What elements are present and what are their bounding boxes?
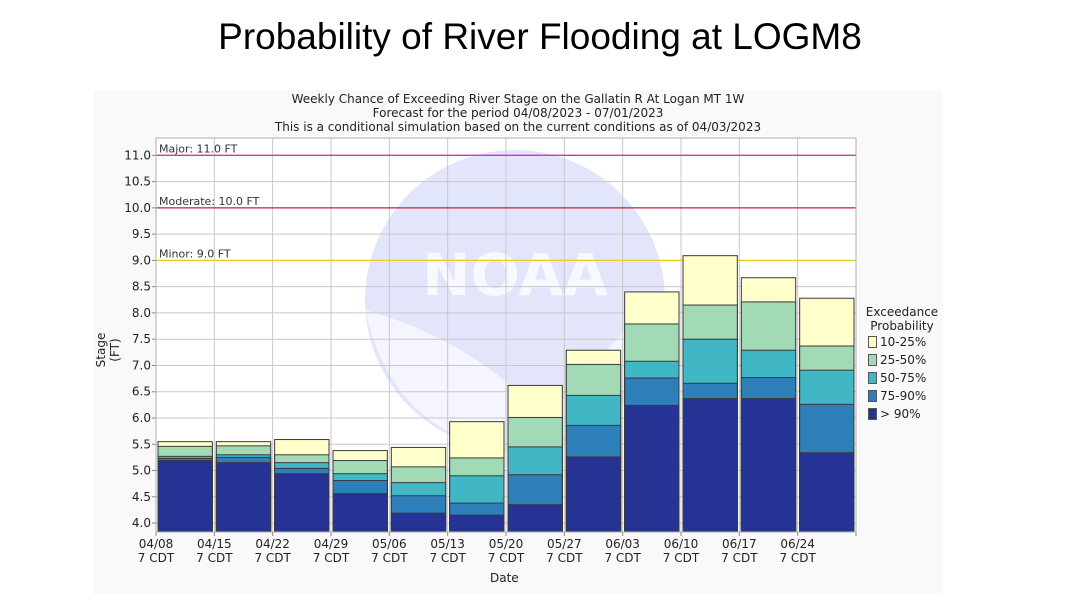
- x-tick-label-time: 7 CDT: [196, 551, 233, 565]
- x-tick-label-date: 06/03: [605, 537, 640, 551]
- legend-item: 25-50%: [868, 351, 942, 369]
- threshold-label: Moderate: 10.0 FT: [159, 195, 260, 208]
- legend-swatch: [868, 408, 877, 420]
- bar-segment: [507, 504, 563, 533]
- bar-segment: [682, 398, 738, 533]
- legend-item: 10-25%: [868, 333, 942, 351]
- y-tick-label: 10.5: [124, 175, 151, 189]
- x-tick-label-time: 7 CDT: [721, 551, 758, 565]
- x-tick-label-date: 04/29: [314, 537, 349, 551]
- legend-label: 25-50%: [880, 353, 927, 367]
- bar-segment: [740, 398, 797, 533]
- bar-segment: [274, 473, 330, 533]
- threshold-label: Major: 11.0 FT: [159, 142, 238, 155]
- x-tick-label-time: 7 CDT: [254, 551, 291, 565]
- x-tick-label-date: 05/13: [430, 537, 465, 551]
- x-tick-label-date: 04/15: [197, 537, 232, 551]
- bar-segment: [215, 462, 272, 533]
- y-tick-label: 7.5: [132, 332, 151, 346]
- legend-swatch: [868, 372, 877, 384]
- x-tick-label-time: 7 CDT: [371, 551, 408, 565]
- y-tick-label: 9.0: [132, 253, 151, 267]
- legend-swatch: [868, 336, 877, 348]
- x-tick-label-time: 7 CDT: [604, 551, 641, 565]
- x-tick-label-date: 06/10: [664, 537, 699, 551]
- y-tick-label: 7.0: [132, 358, 151, 372]
- legend-swatch: [868, 390, 877, 402]
- legend-item: 75-90%: [868, 387, 942, 405]
- x-tick-label-date: 05/27: [547, 537, 582, 551]
- page-title: Probability of River Flooding at LOGM8: [218, 16, 862, 57]
- bar-segment: [449, 514, 505, 533]
- chart-subtitle-period: Forecast for the period 04/08/2023 - 07/…: [372, 106, 664, 120]
- y-tick-label: 4.5: [132, 490, 151, 504]
- bar-segment: [332, 493, 388, 533]
- y-tick-label: 10.0: [124, 201, 151, 215]
- bar-segment: [157, 460, 213, 533]
- y-axis-label: Stage (FT): [94, 332, 122, 368]
- x-tick-label-time: 7 CDT: [138, 551, 175, 565]
- bar-segment: [390, 512, 447, 533]
- x-tick-label-time: 7 CDT: [429, 551, 466, 565]
- x-tick-label-time: 7 CDT: [546, 551, 583, 565]
- x-tick-label-date: 04/08: [139, 537, 174, 551]
- threshold-label: Minor: 9.0 FT: [159, 247, 231, 260]
- x-tick-label-date: 06/17: [722, 537, 757, 551]
- x-tick-label-time: 7 CDT: [779, 551, 816, 565]
- x-tick-label-date: 04/22: [255, 537, 290, 551]
- y-tick-label: 4.0: [132, 516, 151, 530]
- x-tick-label-date: 05/06: [372, 537, 407, 551]
- y-tick-label: 8.5: [132, 280, 151, 294]
- x-axis-label: Date: [490, 571, 519, 585]
- legend-label: 50-75%: [880, 371, 927, 385]
- legend: Exceedance Probability 10-25% 25-50% 50-75…: [862, 305, 942, 423]
- y-tick-label: 5.5: [132, 437, 151, 451]
- x-tick-label-date: 06/24: [780, 537, 815, 551]
- legend-title-line1: Exceedance: [865, 305, 939, 319]
- y-tick-label: 11.0: [124, 148, 151, 162]
- legend-label: 10-25%: [880, 335, 927, 349]
- legend-label: > 90%: [880, 407, 921, 421]
- y-tick-label: 8.0: [132, 306, 151, 320]
- legend-swatch: [868, 354, 877, 366]
- x-tick-label-time: 7 CDT: [663, 551, 700, 565]
- noaa-watermark-text: NOAA: [422, 241, 608, 309]
- legend-item: 50-75%: [868, 369, 942, 387]
- legend-title-line2: Probability: [870, 319, 934, 333]
- chart-subtitle-conditions: This is a conditional simulation based o…: [274, 120, 762, 134]
- chart-title: Weekly Chance of Exceeding River Stage o…: [291, 92, 745, 106]
- plot-border: [155, 137, 857, 533]
- bar-segment: [799, 452, 855, 533]
- y-tick-label: 6.0: [132, 411, 151, 425]
- x-tick-label-time: 7 CDT: [488, 551, 525, 565]
- bar-segment: [624, 404, 680, 533]
- y-tick-label: 9.5: [132, 227, 151, 241]
- legend-label: 75-90%: [880, 389, 927, 403]
- bar-segment: [565, 456, 622, 533]
- y-tick-label: 6.5: [132, 385, 151, 399]
- y-tick-label: 5.0: [132, 464, 151, 478]
- x-tick-label-time: 7 CDT: [313, 551, 350, 565]
- x-tick-label-date: 05/20: [489, 537, 524, 551]
- legend-item: > 90%: [868, 405, 942, 423]
